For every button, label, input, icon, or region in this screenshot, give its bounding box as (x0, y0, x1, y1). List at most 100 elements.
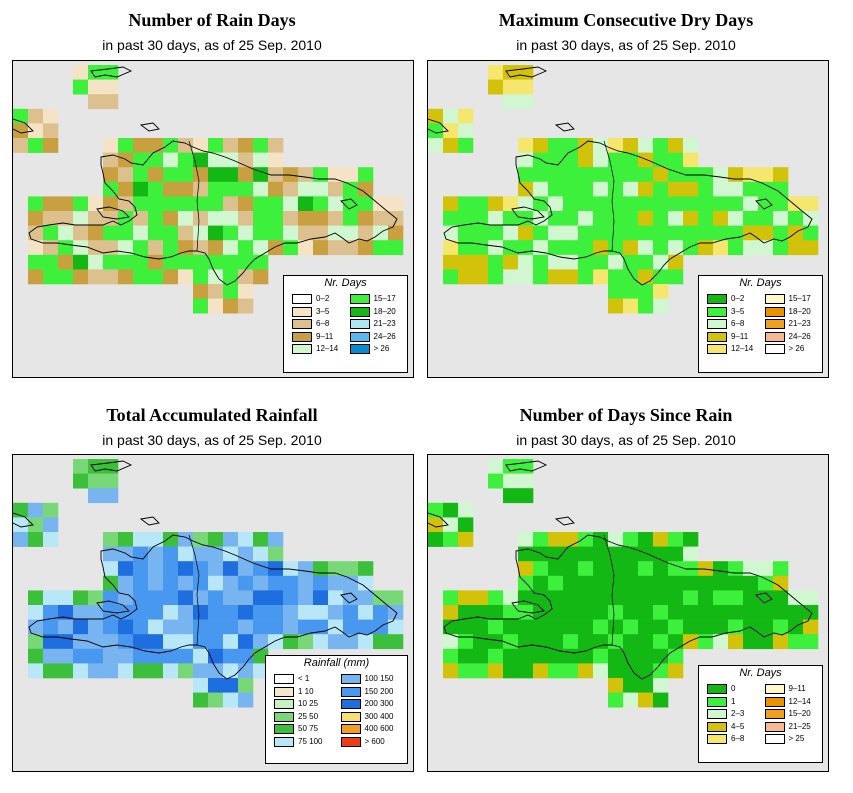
grid-cell (253, 663, 269, 679)
legend-label: 0–2 (731, 294, 745, 303)
grid-cell (253, 634, 269, 650)
legend-label: 6–8 (731, 734, 745, 743)
grid-cell (253, 561, 269, 577)
grid-cell (698, 167, 714, 183)
grid-cell (548, 634, 564, 650)
grid-cell (103, 254, 119, 270)
grid-cell (638, 663, 654, 679)
grid-cell (268, 196, 284, 212)
grid-cell (563, 648, 579, 664)
grid-cell (458, 196, 474, 212)
grid-cell (608, 181, 624, 197)
grid-cell (773, 605, 789, 620)
grid-cell (163, 619, 179, 635)
grid-cell (443, 648, 459, 664)
grid-cell (148, 196, 164, 212)
grid-cell (43, 123, 59, 139)
legend-swatch (340, 699, 361, 709)
grid-cell (283, 167, 299, 183)
grid-cell (148, 167, 164, 183)
grid-cell (358, 240, 374, 256)
grid-cell (458, 108, 474, 124)
grid-cell (328, 575, 344, 591)
grid-cell (443, 634, 459, 650)
legend-label: 12–14 (731, 344, 754, 353)
grid-cell (773, 181, 789, 197)
grid-cell (133, 211, 149, 226)
grid-cell (268, 181, 284, 197)
grid-cell (653, 648, 669, 664)
grid-cell (28, 619, 44, 635)
grid-cell (608, 196, 624, 212)
grid-cell (43, 605, 59, 620)
grid-cell (253, 619, 269, 635)
grid-cell (488, 473, 504, 489)
legend-label: 4–5 (731, 721, 745, 731)
grid-cell (28, 532, 44, 547)
grid-cell (28, 225, 44, 241)
grid-cell (518, 473, 534, 489)
grid-cell (548, 138, 564, 153)
grid-cell (548, 648, 564, 664)
grid-cell (163, 181, 179, 197)
grid-cell (178, 269, 194, 285)
grid-cell (343, 181, 359, 197)
grid-cell (253, 167, 269, 183)
grid-cell (638, 138, 654, 153)
grid-cell (28, 108, 44, 124)
rain-days-title: Number of Rain Days (128, 10, 296, 30)
grid-cell (283, 575, 299, 591)
grid-cell (488, 211, 504, 226)
grid-cell (223, 532, 239, 547)
grid-cell (163, 634, 179, 650)
grid-cell (488, 648, 504, 664)
grid-cell (178, 138, 194, 153)
grid-cell (683, 181, 699, 197)
grid-cell (193, 561, 209, 577)
grid-cell (88, 225, 104, 241)
grid-cell (548, 181, 564, 197)
grid-cell (638, 561, 654, 577)
grid-cell (193, 605, 209, 620)
legend-swatch (764, 306, 785, 317)
grid-cell (803, 196, 819, 212)
grid-cell (773, 240, 789, 256)
grid-cell (488, 240, 504, 256)
grid-cell (118, 269, 134, 285)
grid-cell (803, 590, 819, 606)
grid-cell (328, 240, 344, 256)
grid-cell (103, 488, 119, 504)
grid-cell (373, 211, 389, 226)
grid-cell (133, 590, 149, 606)
hispaniola-outline (428, 66, 813, 286)
grid-cell (728, 575, 744, 591)
grid-cell (238, 619, 254, 635)
grid-cell (283, 225, 299, 241)
grid-cell (118, 181, 134, 197)
grid-cell (473, 619, 489, 635)
grid-cell (388, 619, 404, 635)
grid-cell (713, 634, 729, 650)
legend-swatch (349, 319, 370, 329)
grid-cell (313, 211, 329, 226)
grid-cell (58, 254, 74, 270)
grid-cell (268, 619, 284, 635)
grid-cell (148, 138, 164, 153)
legend-swatch (292, 319, 312, 329)
grid-cell (328, 211, 344, 226)
grid-cell (473, 590, 489, 606)
grid-cell (178, 546, 194, 562)
grid-cell (73, 648, 89, 664)
grid-cell (193, 575, 209, 591)
grid-cell (428, 517, 444, 533)
grid-cell (208, 605, 224, 620)
grid-cell (223, 284, 239, 299)
grid-cell (518, 532, 534, 547)
grid-cell (458, 138, 474, 153)
grid-cell (683, 211, 699, 226)
grid-cell (163, 575, 179, 591)
grid-cell (578, 605, 594, 620)
grid-cell (473, 269, 489, 285)
grid-cell (593, 561, 609, 577)
grid-cell (343, 167, 359, 183)
